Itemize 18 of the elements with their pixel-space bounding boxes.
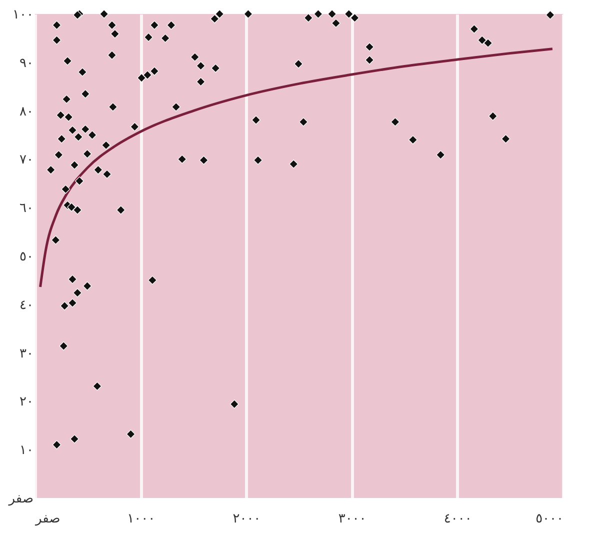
x-tick-label: صفر (34, 512, 60, 526)
y-tick-label: ٣٠ (20, 346, 34, 362)
y-tick-label: ٧٠ (20, 152, 34, 168)
x-tick-label: ٥٠٠٠ (536, 512, 564, 526)
y-tick-label: ٨٠ (20, 104, 34, 120)
line-series (39, 48, 554, 288)
y-tick-label: ١٠٠ (12, 8, 34, 22)
x-tick-label: ٤٠٠٠ (444, 512, 472, 526)
y-tick-label: ٢٠ (20, 394, 34, 410)
y-tick-label: ٦٠ (20, 201, 34, 216)
y-tick-label: ٤٠ (20, 298, 34, 313)
y-tick-label: ١٠ (20, 443, 34, 458)
y-tick-label: ٥٠ (20, 250, 34, 264)
x-tick-label: ٣٠٠٠ (338, 512, 366, 526)
y-tick-label: ٩٠ (20, 56, 34, 71)
x-tick-label: ٢٠٠٠ (232, 512, 261, 526)
y-tick-label: صفر (8, 492, 34, 506)
x-tick-label: ١٠٠٠ (127, 512, 156, 526)
